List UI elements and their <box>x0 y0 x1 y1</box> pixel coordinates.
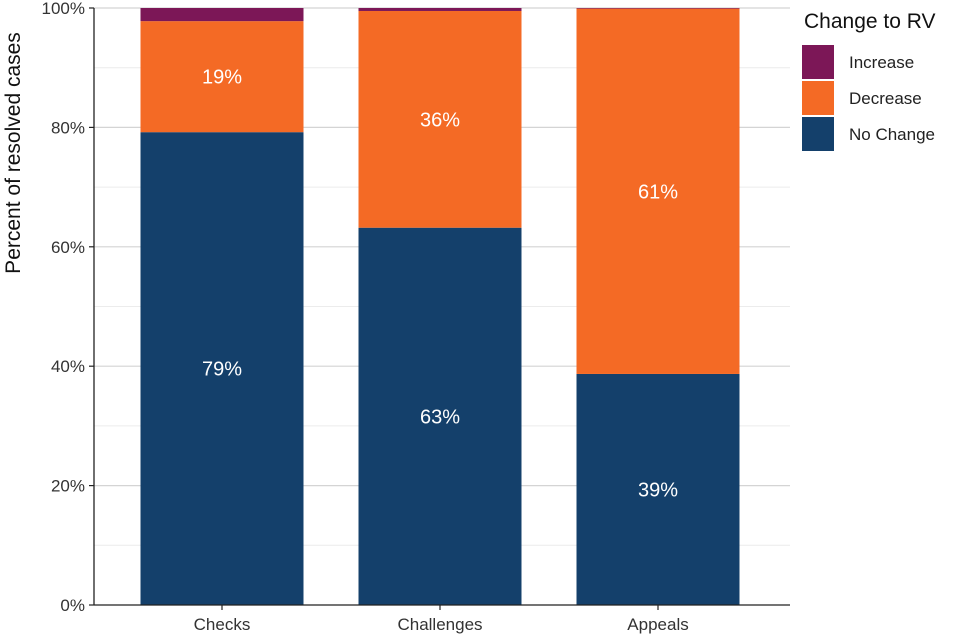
bar-appeals-decrease <box>576 8 740 374</box>
y-tick-label: 60% <box>51 238 85 257</box>
y-tick-labels: 0% 20% 40% 60% 80% 100% <box>42 0 94 615</box>
data-label-appeals-no-change: 39% <box>638 479 678 501</box>
legend-label-no-change: No Change <box>849 125 935 144</box>
legend-swatch-no-change <box>802 117 834 151</box>
bar-checks-increase <box>140 8 304 22</box>
bar-appeals-no-change <box>576 373 740 605</box>
data-label-challenges-decrease: 36% <box>420 109 460 131</box>
legend-label-decrease: Decrease <box>849 89 922 108</box>
legend-label-increase: Increase <box>849 53 914 72</box>
legend: Change to RV Increase Decrease No Change <box>802 10 936 151</box>
y-tick-label: 40% <box>51 357 85 376</box>
y-tick-label: 100% <box>42 0 85 18</box>
bar-challenges-decrease <box>358 10 522 228</box>
bar-checks-decrease <box>140 21 304 133</box>
axes <box>93 8 790 606</box>
y-axis-title: Percent of resolved cases <box>2 32 25 274</box>
legend-swatch-decrease <box>802 81 834 115</box>
y-tick-label: 0% <box>60 596 85 615</box>
legend-swatch-increase <box>802 45 834 79</box>
y-tick-label: 80% <box>51 118 85 137</box>
bar-appeals-increase <box>576 8 740 9</box>
legend-title: Change to RV <box>804 10 936 33</box>
bar-challenges-no-change <box>358 227 522 606</box>
bar-challenges-increase <box>358 8 522 11</box>
x-tick-label: Appeals <box>627 615 688 634</box>
data-label-checks-no-change: 79% <box>202 359 242 381</box>
data-label-checks-decrease: 19% <box>202 67 242 89</box>
x-tick-label: Checks <box>194 615 251 634</box>
bar-checks-no-change <box>140 132 304 605</box>
y-tick-label: 20% <box>51 477 85 496</box>
data-label-appeals-decrease: 61% <box>638 181 678 203</box>
data-label-challenges-no-change: 63% <box>420 406 460 428</box>
x-tick-label: Challenges <box>397 615 482 634</box>
x-tick-labels: Checks Challenges Appeals <box>194 605 689 634</box>
bars: 79% 19% 63% 36% 39% 61% <box>140 8 740 606</box>
